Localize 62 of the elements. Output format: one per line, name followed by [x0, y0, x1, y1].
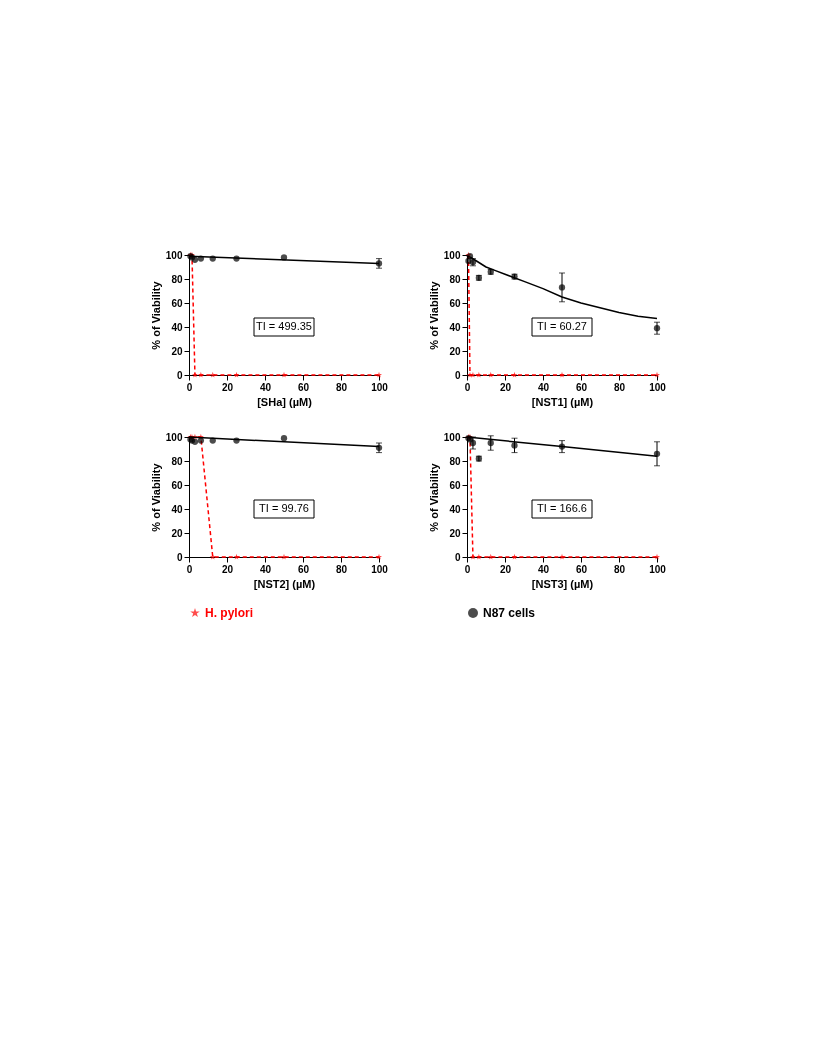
- x-tick-label: 0: [186, 381, 193, 393]
- annotation: TI = 166.6: [537, 502, 587, 514]
- y-tick-label: 40: [171, 503, 183, 515]
- x-tick-label: 40: [259, 381, 272, 393]
- legend-label: N87 cells: [483, 606, 536, 620]
- y-tick-label: 0: [454, 369, 461, 381]
- x-tick-label: 0: [464, 381, 471, 393]
- x-tick-label: 100: [649, 563, 667, 575]
- legend-label: H. pylori: [205, 606, 254, 620]
- y-axis-title: % of Viability: [149, 462, 162, 532]
- x-tick-label: 80: [335, 381, 348, 393]
- x-tick-label: 20: [499, 563, 512, 575]
- y-tick-label: 20: [171, 527, 183, 539]
- y-tick-label: 40: [449, 503, 461, 515]
- annotation: TI = 99.76: [259, 502, 309, 514]
- y-tick-label: 60: [449, 297, 461, 309]
- x-tick-label: 40: [537, 381, 550, 393]
- y-tick-label: 80: [449, 273, 461, 285]
- x-tick-label: 20: [221, 563, 234, 575]
- y-tick-label: 80: [171, 455, 183, 467]
- y-tick-label: 100: [443, 249, 461, 261]
- x-tick-label: 60: [575, 563, 588, 575]
- x-tick-label: 80: [613, 563, 626, 575]
- x-tick-label: 60: [297, 563, 310, 575]
- x-axis-title: [SHa] (µM): [257, 395, 313, 408]
- y-tick-label: 40: [449, 321, 461, 333]
- y-tick-label: 100: [165, 249, 183, 261]
- x-tick-label: 20: [221, 381, 234, 393]
- y-tick-label: 60: [171, 479, 183, 491]
- x-tick-label: 40: [537, 563, 550, 575]
- y-tick-label: 20: [449, 527, 461, 539]
- y-tick-label: 60: [449, 479, 461, 491]
- annotation: TI = 499.35: [256, 320, 312, 332]
- y-tick-label: 100: [165, 431, 183, 443]
- y-tick-label: 80: [449, 455, 461, 467]
- y-axis-title: % of Viability: [427, 280, 440, 350]
- y-tick-label: 0: [176, 369, 183, 381]
- y-tick-label: 0: [176, 551, 183, 563]
- x-axis-title: [NST2] (µM): [253, 577, 316, 590]
- y-axis-title: % of Viability: [149, 280, 162, 350]
- x-axis-title: [NST1] (µM): [531, 395, 594, 408]
- x-tick-label: 100: [371, 563, 389, 575]
- y-tick-label: 0: [454, 551, 461, 563]
- y-axis-title: % of Viability: [427, 462, 440, 532]
- x-tick-label: 100: [649, 381, 667, 393]
- y-tick-label: 20: [449, 345, 461, 357]
- annotation: TI = 60.27: [537, 320, 587, 332]
- y-tick-label: 40: [171, 321, 183, 333]
- x-tick-label: 0: [186, 563, 193, 575]
- x-tick-label: 80: [613, 381, 626, 393]
- y-tick-label: 60: [171, 297, 183, 309]
- x-tick-label: 20: [499, 381, 512, 393]
- y-tick-label: 80: [171, 273, 183, 285]
- x-tick-label: 60: [575, 381, 588, 393]
- x-tick-label: 60: [297, 381, 310, 393]
- x-tick-label: 0: [464, 563, 471, 575]
- y-tick-label: 100: [443, 431, 461, 443]
- y-tick-label: 20: [171, 345, 183, 357]
- x-tick-label: 80: [335, 563, 348, 575]
- x-tick-label: 100: [371, 381, 389, 393]
- x-tick-label: 40: [259, 563, 272, 575]
- x-axis-title: [NST3] (µM): [531, 577, 594, 590]
